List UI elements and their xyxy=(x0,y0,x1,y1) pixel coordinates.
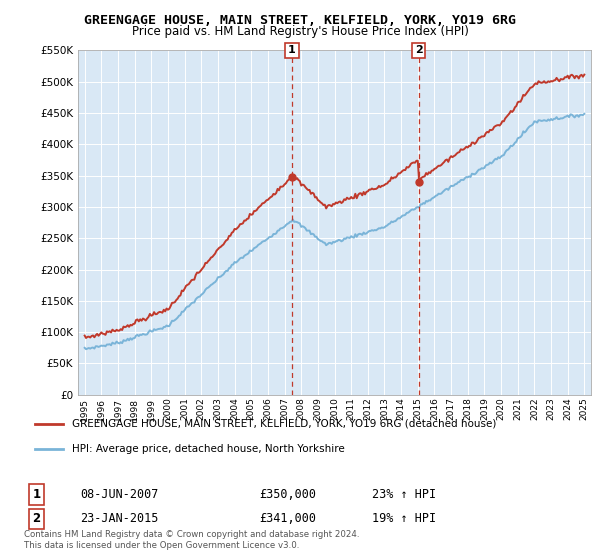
Text: This data is licensed under the Open Government Licence v3.0.: This data is licensed under the Open Gov… xyxy=(24,541,299,550)
Text: 08-JUN-2007: 08-JUN-2007 xyxy=(80,488,158,501)
Text: 23-JAN-2015: 23-JAN-2015 xyxy=(80,512,158,525)
Text: GREENGAGE HOUSE, MAIN STREET, KELFIELD, YORK, YO19 6RG (detached house): GREENGAGE HOUSE, MAIN STREET, KELFIELD, … xyxy=(71,419,496,429)
Text: 1: 1 xyxy=(32,488,40,501)
Text: Price paid vs. HM Land Registry's House Price Index (HPI): Price paid vs. HM Land Registry's House … xyxy=(131,25,469,38)
Text: 23% ↑ HPI: 23% ↑ HPI xyxy=(372,488,436,501)
Text: 19% ↑ HPI: 19% ↑ HPI xyxy=(372,512,436,525)
Text: 2: 2 xyxy=(32,512,40,525)
Text: HPI: Average price, detached house, North Yorkshire: HPI: Average price, detached house, Nort… xyxy=(71,444,344,454)
Text: 1: 1 xyxy=(288,45,296,55)
Text: £350,000: £350,000 xyxy=(260,488,317,501)
Text: £341,000: £341,000 xyxy=(260,512,317,525)
Text: 2: 2 xyxy=(415,45,422,55)
Text: Contains HM Land Registry data © Crown copyright and database right 2024.: Contains HM Land Registry data © Crown c… xyxy=(24,530,359,539)
Text: GREENGAGE HOUSE, MAIN STREET, KELFIELD, YORK, YO19 6RG: GREENGAGE HOUSE, MAIN STREET, KELFIELD, … xyxy=(84,14,516,27)
